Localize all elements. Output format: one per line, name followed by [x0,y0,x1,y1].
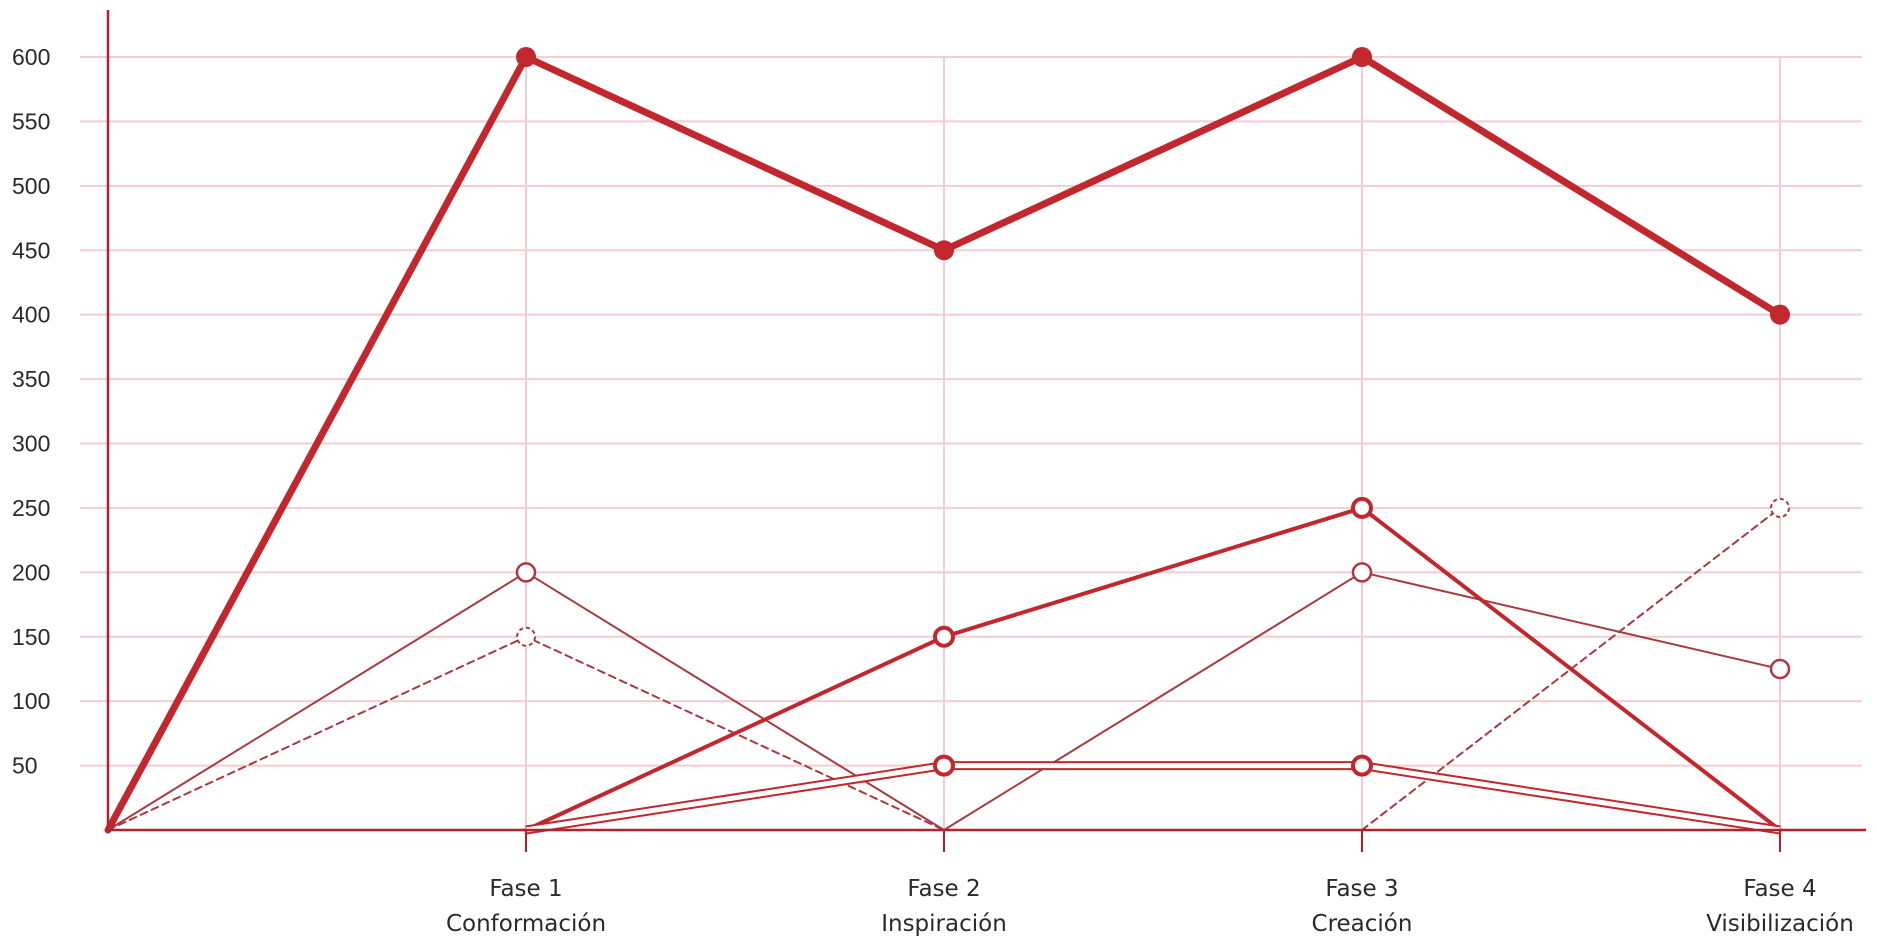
y-tick-label: 250 [12,495,50,521]
axes [106,10,1866,852]
series-line-outer [525,761,1781,835]
series-3 [1361,497,1790,831]
y-tick-label: 200 [12,559,50,585]
x-category-label-phase: Fase 1 [489,876,562,902]
data-point-filled [1770,304,1790,325]
data-point-open [1351,562,1373,583]
y-tick-label: 350 [12,366,50,392]
y-tick-label: 500 [12,173,50,199]
x-category-label-name: Inspiración [881,911,1007,937]
x-category-label-name: Visibilización [1706,911,1854,937]
y-tick-label: 550 [12,108,50,134]
grid [80,56,1862,830]
data-point-filled [516,47,536,67]
x-category-label-phase: Fase 2 [907,876,980,902]
data-point-open-bold [1351,754,1373,777]
series-0 [104,47,1790,834]
data-point-open-bold [1351,496,1373,519]
x-category-label-phase: Fase 3 [1325,876,1398,902]
data-point-open-dashed [516,626,536,647]
data-point-open-dashed [1770,497,1790,518]
data-point-filled [934,240,954,261]
data-point-open-bold [933,625,955,648]
y-tick-label: 400 [12,302,50,328]
data-point-open [515,562,537,583]
data-point-open [1769,658,1791,680]
data-point-filled [1352,47,1372,67]
series-5 [525,754,1781,835]
y-tick-label: 600 [12,44,50,70]
x-category-label-name: Creación [1312,911,1413,937]
y-tick-label: 450 [12,237,50,263]
series-4 [524,496,1782,832]
y-tick-label: 150 [12,624,50,650]
data-point-open-bold [933,754,955,777]
y-tick-label: 100 [12,688,50,714]
x-axis-categories: Fase 1 Conformación Fase 2 Inspiración Fase … [446,876,1854,937]
x-category-label-name: Conformación [446,911,606,937]
y-axis-ticks: 50 100 150 200 250 300 350 400 450 500 550 600 [12,44,50,779]
y-tick-label: 50 [12,753,38,779]
series-line-inner [525,763,1781,833]
series-2 [107,626,945,831]
series-layer [104,47,1791,835]
y-tick-label: 300 [12,431,50,457]
x-category-label-phase: Fase 4 [1743,876,1816,902]
series-line [524,505,1782,832]
